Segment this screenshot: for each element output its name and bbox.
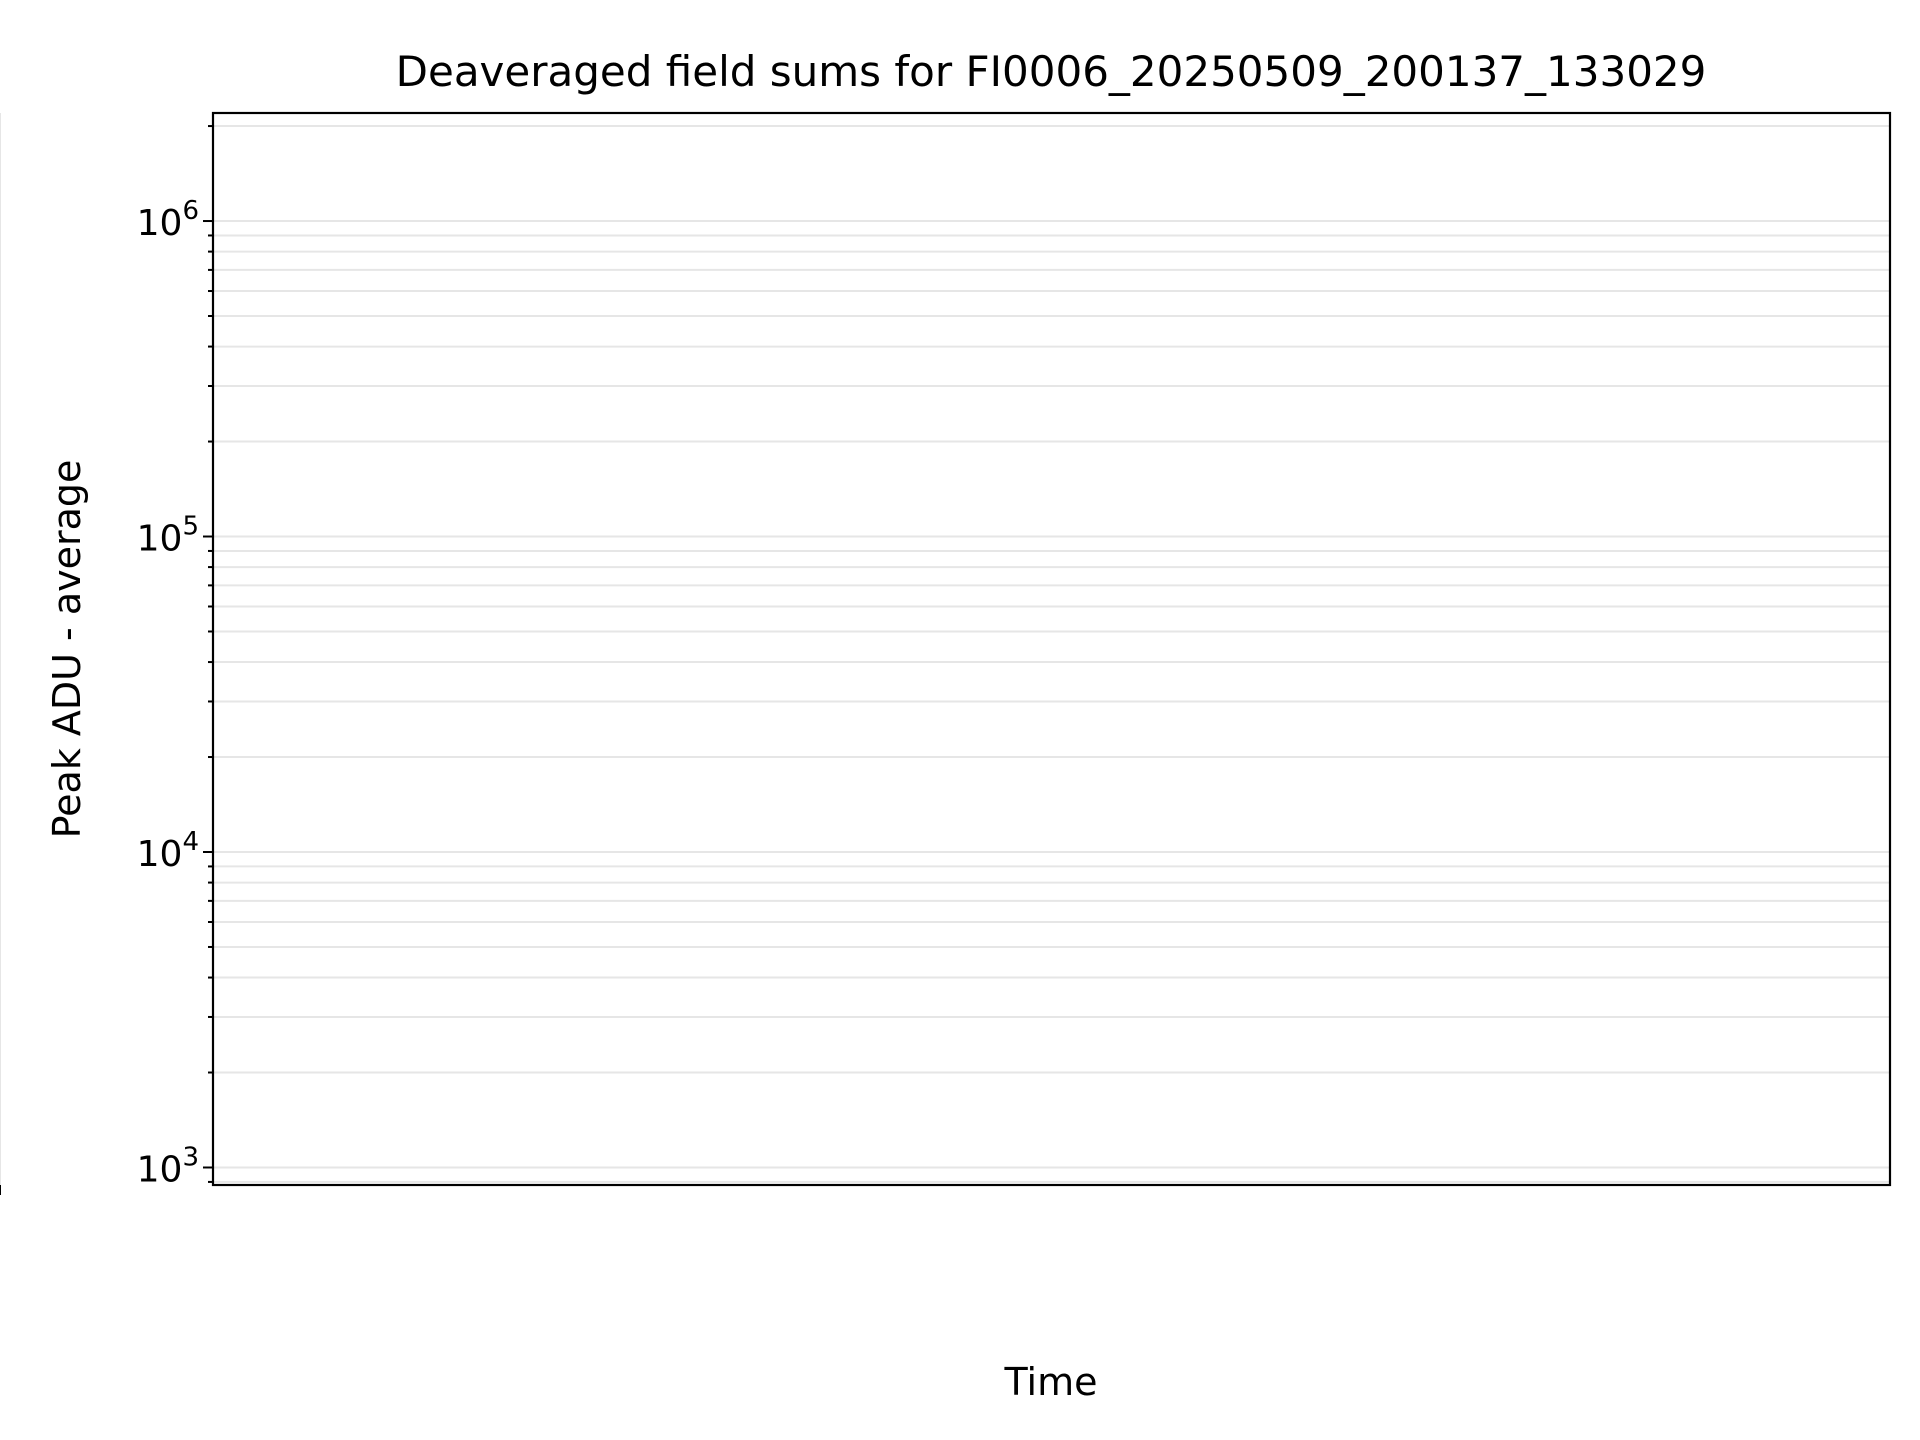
y-tick-label: 104 xyxy=(137,827,199,875)
x-axis-label: Time xyxy=(1004,1360,1098,1404)
y-tick-label: 105 xyxy=(137,512,199,560)
y-tick-label: 106 xyxy=(137,196,199,244)
y-axis-label: Peak ADU - average xyxy=(45,460,89,839)
chart-title: Deaveraged field sums for FI0006_2025050… xyxy=(396,47,1707,96)
y-tick-label: 103 xyxy=(137,1142,199,1190)
grid xyxy=(0,113,1890,1185)
axis-ticks: 10310410510609 20:3009 21:0009 21:3009 2… xyxy=(0,125,213,1195)
plot-frame xyxy=(211,111,1892,1187)
